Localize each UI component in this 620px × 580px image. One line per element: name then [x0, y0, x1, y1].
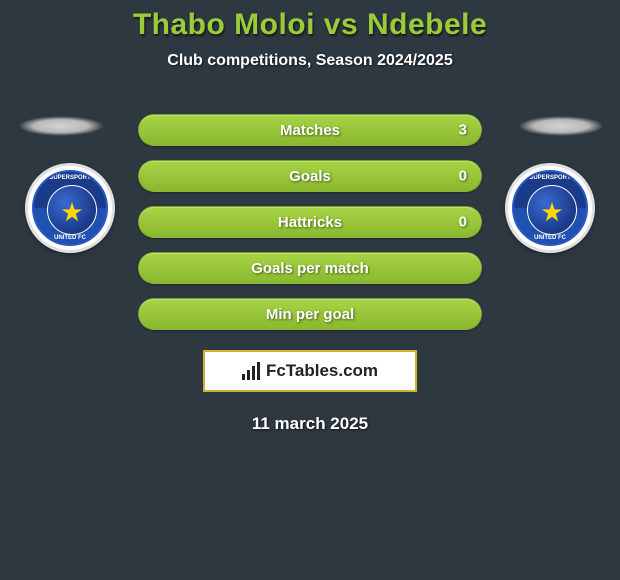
shadow-left [18, 116, 104, 136]
stat-label: Hattricks [278, 214, 342, 231]
stat-value-right: 3 [459, 122, 467, 139]
comparison-card: Thabo Moloi vs Ndebele Club competitions… [0, 0, 620, 442]
club-badge-left: SUPERSPORT UNITED FC [25, 163, 115, 253]
stat-row-goals-per-match: Goals per match [138, 252, 482, 284]
star-icon [60, 200, 84, 224]
page-title: Thabo Moloi vs Ndebele [0, 8, 620, 42]
badge-bottom-text-right: UNITED FC [514, 235, 586, 241]
brand-text: FcTables.com [266, 361, 378, 381]
brand-content: FcTables.com [242, 361, 378, 381]
badge-inner-right: SUPERSPORT UNITED FC [512, 170, 588, 246]
club-badge-right: SUPERSPORT UNITED FC [505, 163, 595, 253]
stat-label: Min per goal [266, 306, 354, 323]
stat-value-right: 0 [459, 214, 467, 231]
stat-label: Matches [280, 122, 340, 139]
badge-inner-left: SUPERSPORT UNITED FC [32, 170, 108, 246]
chart-icon [242, 362, 262, 380]
badge-top-text-right: SUPERSPORT [514, 175, 586, 181]
stat-row-goals: Goals 0 [138, 160, 482, 192]
stats-area: SUPERSPORT UNITED FC SUPERSPORT UNITED F… [0, 98, 620, 338]
stat-row-matches: Matches 3 [138, 114, 482, 146]
star-icon [540, 200, 564, 224]
date-text: 11 march 2025 [0, 414, 620, 434]
stat-label: Goals per match [251, 260, 369, 277]
stat-row-hattricks: Hattricks 0 [138, 206, 482, 238]
page-subtitle: Club competitions, Season 2024/2025 [0, 52, 620, 70]
stat-row-min-per-goal: Min per goal [138, 298, 482, 330]
stat-label: Goals [289, 168, 331, 185]
shadow-right [518, 116, 604, 136]
brand-box: FcTables.com [203, 350, 417, 392]
badge-top-text-left: SUPERSPORT [34, 175, 106, 181]
badge-bottom-text-left: UNITED FC [34, 235, 106, 241]
stat-value-right: 0 [459, 168, 467, 185]
stat-bars: Matches 3 Goals 0 Hattricks 0 Goals per … [138, 114, 482, 344]
